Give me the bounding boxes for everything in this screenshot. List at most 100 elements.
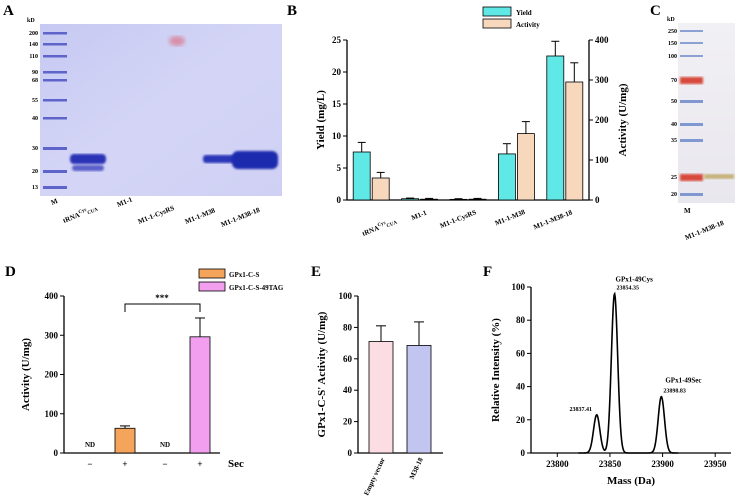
gel-a-marker-40: 40: [32, 116, 38, 122]
panel-b-xtick-label: M1-1: [410, 209, 428, 223]
ladder-band: [680, 123, 703, 126]
panel-b-xtick-label: M1-1-M38: [494, 208, 527, 228]
panel-b-ytick-right-label: 200: [595, 115, 609, 125]
panel-f-spectrum-line: [578, 291, 679, 454]
panel-f-peak-label: 23837.41: [569, 407, 592, 413]
panel-e-ytick-label: 100: [339, 291, 353, 301]
gel-a-ladder: [43, 32, 67, 189]
panel-label-f: F: [483, 264, 492, 280]
panel-f-ytick-label: 80: [516, 315, 526, 325]
panel-f-xtick-label: 23800: [546, 459, 569, 469]
panel-d-legend-label: GPx1-C-S-49TAG: [229, 284, 284, 292]
panel-d-xtick-label: +: [197, 459, 202, 469]
gel-c-marker-labels: 250 150 100 70 50 40 35 25 20: [668, 29, 677, 198]
ladder-band: [43, 32, 67, 35]
panel-label-d: D: [5, 264, 16, 280]
panel-d-ytick-label: 0: [54, 448, 59, 458]
panel-d-legend-swatch: [198, 281, 226, 292]
gel-band: [70, 154, 106, 164]
panel-e-bar: [406, 345, 432, 454]
gel-c-marker-150: 150: [668, 41, 677, 47]
gel-a-marker-90: 90: [32, 70, 38, 76]
panel-f-ytick-label: 40: [516, 382, 526, 392]
panel-e-ytick-label: 40: [343, 385, 353, 395]
panel-d-ytick-label: 300: [45, 330, 59, 340]
ladder-band: [43, 99, 67, 102]
panel-d-bar: [114, 427, 136, 454]
panel-b-bar-activity: [565, 81, 584, 201]
panel-d-nd-label: ND: [85, 441, 95, 449]
panel-b-ylabel: Yield (mg/L): [315, 90, 327, 150]
panel-b-ytick-right-label: 300: [595, 75, 609, 85]
gel-c-kd-label: kD: [667, 17, 675, 23]
gel-stain-spot: [169, 36, 185, 46]
panel-e-ytick-label: 60: [343, 354, 353, 364]
panel-e-chart: 0 20 40 60 80 100 Empty vector M38-18 GPx1-C-S' …: [316, 291, 443, 497]
gel-a-marker-20: 20: [32, 169, 38, 175]
gel-c-marker-50: 50: [671, 99, 677, 105]
panel-b-bar-yield: [449, 198, 468, 201]
panel-e-bar: [368, 341, 394, 454]
panel-d-ytick-label: 200: [45, 370, 59, 380]
gel-c-lane-sample: M1-1-M38-18: [684, 219, 726, 242]
gel-a-lane-m: M: [50, 197, 59, 207]
panel-f-ytick-label: 60: [516, 348, 526, 358]
panel-e-ylabel: GPx1-C-S' Activity (U/mg): [316, 311, 328, 437]
panel-e-xtick-label: M38-18: [408, 456, 425, 481]
gel-c-image: [678, 23, 735, 203]
panel-d-ylabel: Activity (U/mg): [20, 338, 32, 411]
gel-a-lane-m1-1-m38-18: M1-1-M38-18: [220, 206, 262, 229]
panel-b-bar-activity: [371, 177, 390, 201]
gel-a-lane-m1-1: M1-1: [116, 195, 134, 209]
gel-a-marker-13: 13: [32, 185, 38, 191]
panel-b-bar-yield: [546, 55, 565, 201]
gel-c-marker-35: 35: [671, 138, 677, 144]
gel-a-marker-140: 140: [29, 42, 38, 48]
panel-b-ytick-label: 5: [337, 163, 342, 173]
gel-a-marker-68: 68: [32, 78, 38, 84]
panel-b-ylabel-right: Activity (U/mg): [617, 83, 629, 156]
panel-b-xtick-label: M1-1-CysRS: [439, 208, 478, 230]
gel-a-lane-m1-1-m38: M1-1-M38: [184, 206, 217, 226]
panel-f-ytick-label: 0: [521, 448, 526, 458]
ladder-band: [680, 77, 703, 84]
panel-b-xtick-label: M1-1-M38-18: [532, 208, 574, 231]
gel-band: [72, 165, 104, 171]
panel-d-legend-swatch: [198, 268, 226, 279]
gel-c-marker-40: 40: [671, 122, 677, 128]
panel-f-peak-label: 23898.83: [663, 389, 686, 395]
panel-d-ytick-label: 100: [45, 409, 59, 419]
panel-e-xtick-label: Empty vector: [362, 456, 386, 496]
gel-a-marker-30: 30: [32, 146, 38, 152]
gel-a-sample-bands: [70, 36, 278, 171]
panel-f-axes: [530, 287, 731, 454]
gel-a-kd-label: kD: [27, 18, 35, 24]
panel-f-peak-name: GPx1-49Cys: [616, 276, 654, 284]
panel-label-b: B: [287, 3, 297, 19]
panel-d-chart: 0 100 200 300 400 ND − + ND − + Sec Activity (U/mg) *…: [20, 268, 284, 470]
panel-b-ytick-label: 25: [332, 35, 342, 45]
panel-f-xtick-label: 23950: [704, 459, 727, 469]
panel-e-ytick-label: 80: [343, 322, 353, 332]
panel-label-a: A: [3, 3, 14, 19]
gel-band: [704, 174, 734, 179]
gel-a-lane-trna: tRNACysCUA: [62, 204, 99, 226]
panel-b-bar-activity: [468, 198, 487, 201]
gel-a-lane-labels: M tRNACysCUA M1-1 M1-1-CysRS M1-1-M38 M1…: [50, 195, 262, 229]
panel-d-significance-bracket: [124, 303, 201, 312]
ladder-band: [43, 55, 67, 58]
panel-b-ytick-label: 20: [332, 67, 342, 77]
ladder-band: [680, 139, 703, 142]
gel-a-marker-55: 55: [32, 98, 38, 104]
gel-c-marker-250: 250: [668, 29, 677, 35]
ladder-band: [43, 117, 67, 120]
gel-c-ladder: [680, 30, 734, 196]
panel-b-chart: 0 5 10 15 20 25 0 100 200 300 400 tRNACysCUA M1-1 M1-…: [315, 6, 629, 238]
panel-d-xtick-label: +: [122, 459, 127, 469]
panel-f-ylabel: Relative Intensity (%): [490, 318, 502, 422]
panel-label-e: E: [311, 264, 321, 280]
panel-f-xtick-label: 23900: [651, 459, 674, 469]
panel-b-ytick-right-label: 100: [595, 155, 609, 165]
panel-b-bar-activity: [517, 133, 535, 201]
